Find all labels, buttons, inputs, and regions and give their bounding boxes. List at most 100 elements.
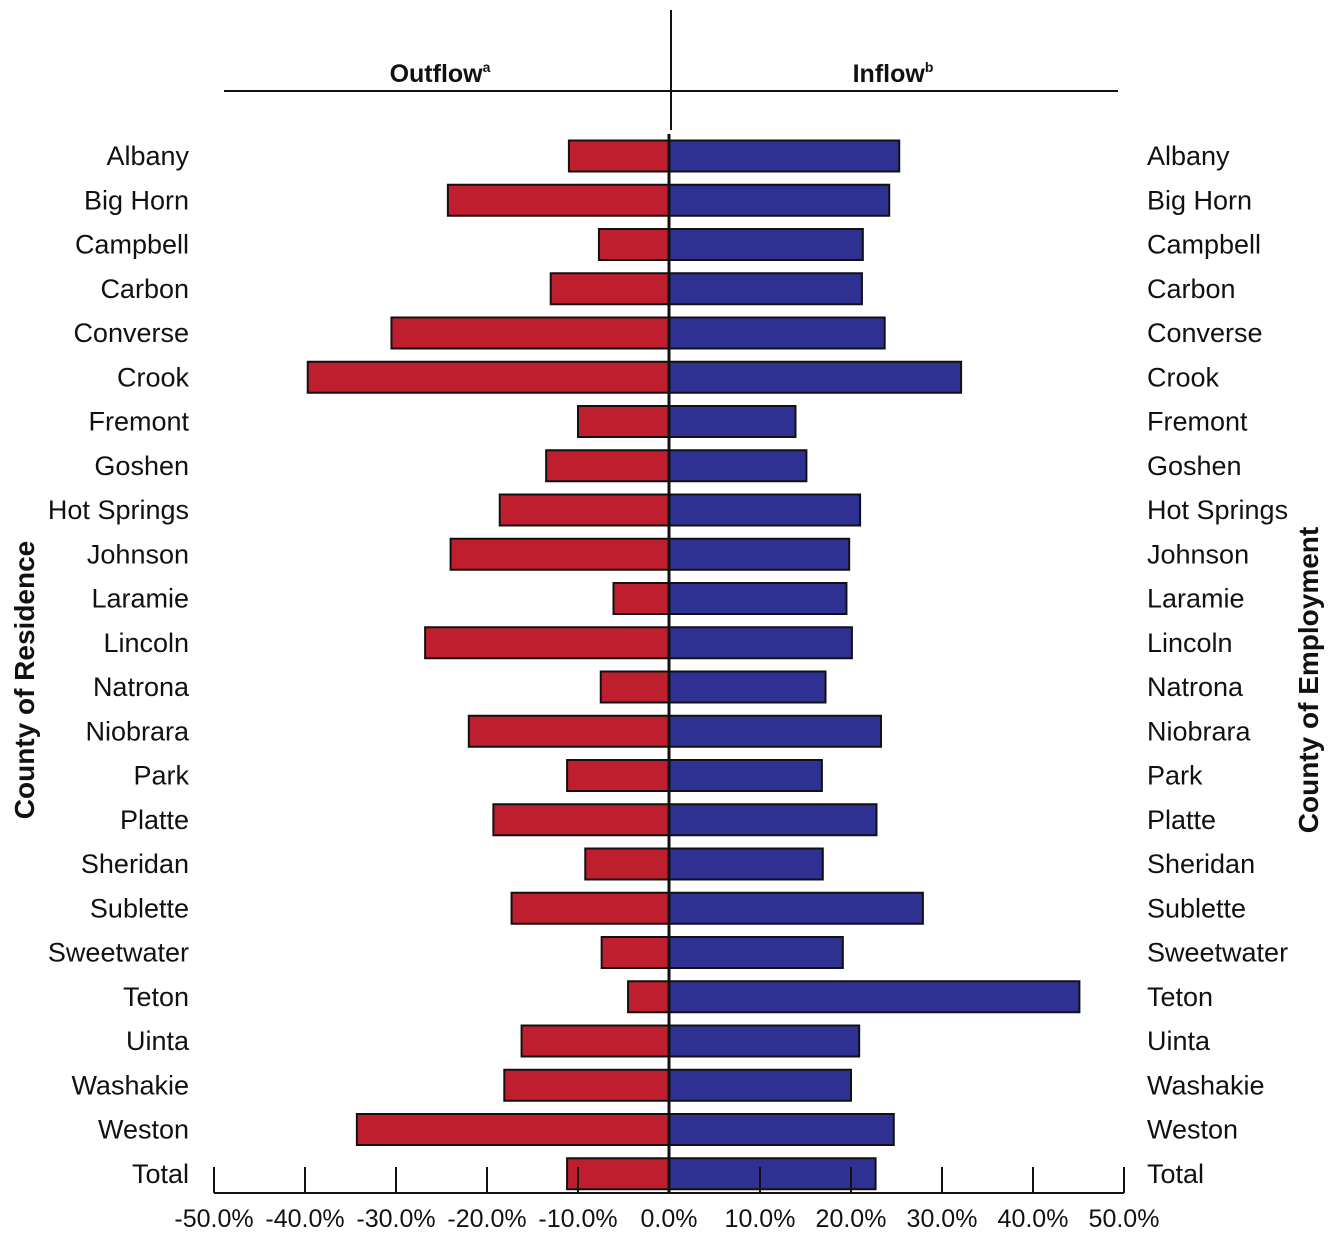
residence-label-hot-springs: Hot Springs — [48, 495, 189, 525]
inflow-bar-campbell — [668, 228, 864, 261]
x-tick-label: -40.0% — [265, 1205, 344, 1233]
employment-label-carbon: Carbon — [1147, 274, 1236, 304]
employment-label-fremont: Fremont — [1147, 407, 1248, 437]
employment-label-johnson: Johnson — [1147, 539, 1249, 569]
outflow-bar-niobrara — [467, 714, 670, 748]
outflow-header-text: Outflow — [390, 60, 484, 88]
left-axis-title: County of Residence — [9, 541, 40, 819]
employment-label-natrona: Natrona — [1147, 672, 1244, 702]
employment-label-weston: Weston — [1147, 1115, 1238, 1145]
residence-label-laramie: Laramie — [91, 584, 189, 614]
x-tick-label: 20.0% — [816, 1205, 887, 1233]
inflow-bar-sheridan — [668, 847, 824, 881]
employment-label-albany: Albany — [1147, 141, 1230, 171]
outflow-header-sup: a — [483, 59, 491, 75]
x-tick-label: 0.0% — [641, 1205, 698, 1233]
outflow-bar-fremont — [577, 405, 670, 438]
outflow-bar-goshen — [545, 449, 671, 483]
residence-label-campbell: Campbell — [75, 230, 189, 260]
employment-label-sweetwater: Sweetwater — [1147, 938, 1288, 968]
outflow-bar-natrona — [599, 670, 670, 704]
category-labels-group: Albany Albany Big Horn Big Horn Campbell Camp… — [48, 141, 1288, 1189]
employment-label-lincoln: Lincoln — [1147, 628, 1233, 658]
employment-label-sublette: Sublette — [1147, 893, 1246, 923]
employment-label-uinta: Uinta — [1147, 1026, 1211, 1056]
employment-label-platte: Platte — [1147, 805, 1216, 835]
employment-label-goshen: Goshen — [1147, 451, 1242, 481]
inflow-bar-washakie — [668, 1068, 852, 1102]
inflow-bar-lincoln — [668, 626, 853, 660]
inflow-bar-niobrara — [668, 714, 883, 748]
outflow-bar-campbell — [597, 228, 670, 261]
residence-label-niobrara: Niobrara — [85, 716, 190, 746]
x-axis: -50.0% -40.0% -30.0% -20.0% -10.0% 0.0% 10.0% 2… — [174, 1167, 1159, 1233]
employment-label-campbell: Campbell — [1147, 230, 1261, 260]
outflow-bar-sweetwater — [600, 936, 670, 969]
residence-label-sublette: Sublette — [90, 893, 189, 923]
outflow-bar-uinta — [520, 1024, 671, 1058]
employment-label-park: Park — [1147, 761, 1203, 791]
inflow-bar-big-horn — [668, 183, 891, 217]
employment-label-total: Total — [1147, 1159, 1204, 1189]
residence-label-teton: Teton — [123, 982, 189, 1012]
x-tick-label: -30.0% — [356, 1205, 435, 1233]
inflow-bar-weston — [668, 1113, 895, 1146]
inflow-header: Inflowb — [853, 59, 934, 88]
residence-label-fremont: Fremont — [88, 407, 189, 437]
outflow-bar-total — [566, 1157, 671, 1191]
employment-label-laramie: Laramie — [1147, 584, 1245, 614]
inflow-bar-platte — [668, 803, 878, 837]
residence-label-weston: Weston — [98, 1115, 189, 1145]
outflow-bar-platte — [492, 803, 670, 837]
residence-label-converse: Converse — [73, 318, 189, 348]
outflow-bar-lincoln — [424, 626, 670, 660]
inflow-bar-fremont — [668, 405, 797, 438]
outflow-bar-big-horn — [446, 183, 670, 217]
outflow-bar-sheridan — [584, 847, 671, 881]
employment-label-niobrara: Niobrara — [1147, 716, 1252, 746]
employment-label-converse: Converse — [1147, 318, 1263, 348]
outflow-bar-albany — [567, 139, 671, 173]
residence-label-crook: Crook — [117, 362, 190, 392]
outflow-bar-park — [566, 759, 671, 792]
outflow-bar-crook — [306, 360, 670, 394]
residence-label-total: Total — [132, 1159, 189, 1189]
outflow-bar-teton — [627, 980, 670, 1014]
right-axis-title: County of Employment — [1293, 527, 1324, 833]
inflow-bar-converse — [668, 316, 886, 350]
employment-label-hot-springs: Hot Springs — [1147, 495, 1288, 525]
inflow-header-sup: b — [925, 59, 934, 75]
residence-label-park: Park — [133, 761, 189, 791]
inflow-bar-sublette — [668, 891, 924, 925]
outflow-bar-washakie — [503, 1068, 671, 1102]
inflow-bar-goshen — [668, 449, 808, 483]
residence-label-lincoln: Lincoln — [103, 628, 189, 658]
inflow-bar-park — [668, 759, 823, 792]
residence-label-carbon: Carbon — [100, 274, 189, 304]
outflow-bar-sublette — [510, 891, 670, 925]
outflow-header: Outflowa — [390, 59, 491, 88]
inflow-bar-crook — [668, 360, 963, 394]
inflow-bar-sweetwater — [668, 936, 844, 969]
outflow-bar-weston — [355, 1113, 670, 1146]
inflow-header-text: Inflow — [853, 60, 926, 88]
x-tick-label: -20.0% — [447, 1205, 526, 1233]
x-tick-label: 40.0% — [998, 1205, 1069, 1233]
inflow-bar-teton — [668, 980, 1081, 1014]
residence-label-sweetwater: Sweetwater — [48, 938, 189, 968]
x-tick-label: -10.0% — [538, 1205, 617, 1233]
bars-group — [306, 134, 1081, 1193]
outflow-bar-carbon — [549, 272, 671, 306]
outflow-bar-johnson — [449, 537, 670, 571]
employment-label-washakie: Washakie — [1147, 1070, 1265, 1100]
residence-label-natrona: Natrona — [93, 672, 190, 702]
inflow-bar-total — [668, 1157, 877, 1191]
inflow-bar-laramie — [668, 582, 848, 615]
residence-label-johnson: Johnson — [87, 539, 189, 569]
residence-label-big-horn: Big Horn — [84, 185, 189, 215]
employment-label-big-horn: Big Horn — [1147, 185, 1252, 215]
employment-label-teton: Teton — [1147, 982, 1213, 1012]
outflow-bar-laramie — [612, 582, 670, 615]
outflow-bar-converse — [390, 316, 670, 350]
